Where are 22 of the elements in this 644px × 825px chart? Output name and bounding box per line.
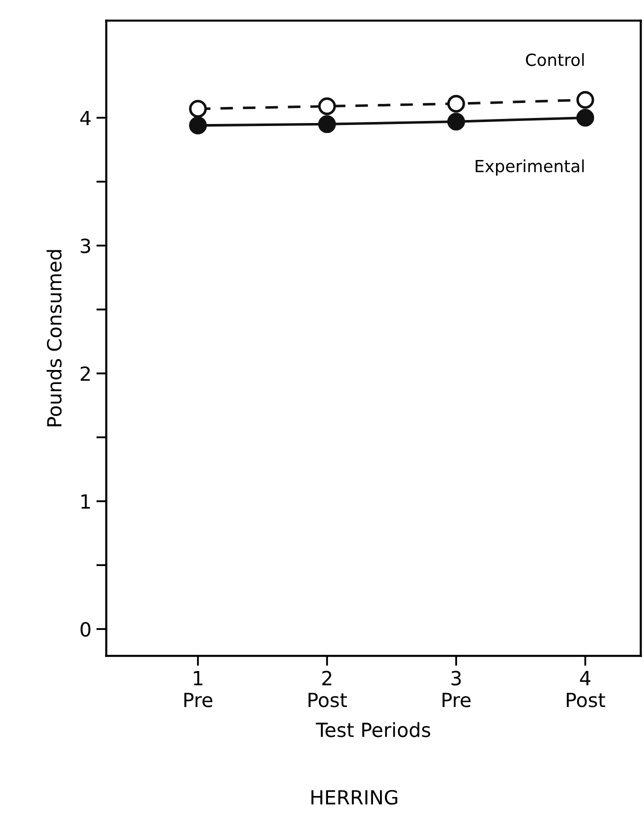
x-axis-title: Test Periods (316, 722, 430, 738)
text: Experimental (476, 159, 584, 176)
x-tick-label: 4 Post (566, 671, 606, 708)
y-tick-label: 2 (80, 366, 90, 381)
point (318, 115, 336, 134)
point (189, 100, 207, 118)
x-tick-label: 2 Post (308, 670, 347, 708)
point (576, 108, 594, 127)
point (576, 90, 594, 109)
text: HERRING (311, 790, 398, 805)
y-axis-title: Pounds Consumed (46, 250, 62, 426)
y-tick-label: 0 (80, 622, 90, 637)
y-tick-label: 4 (80, 110, 91, 126)
y-tick-label: 1 (81, 494, 90, 509)
x-tick-label: 1 Pre (184, 671, 212, 708)
point (447, 112, 466, 130)
point (318, 97, 336, 116)
point (189, 116, 207, 134)
y-tick-label: 3 (80, 238, 90, 254)
series-label: Control (526, 53, 584, 66)
point (447, 94, 466, 113)
x-tick-label: 3 Pre (442, 670, 471, 708)
